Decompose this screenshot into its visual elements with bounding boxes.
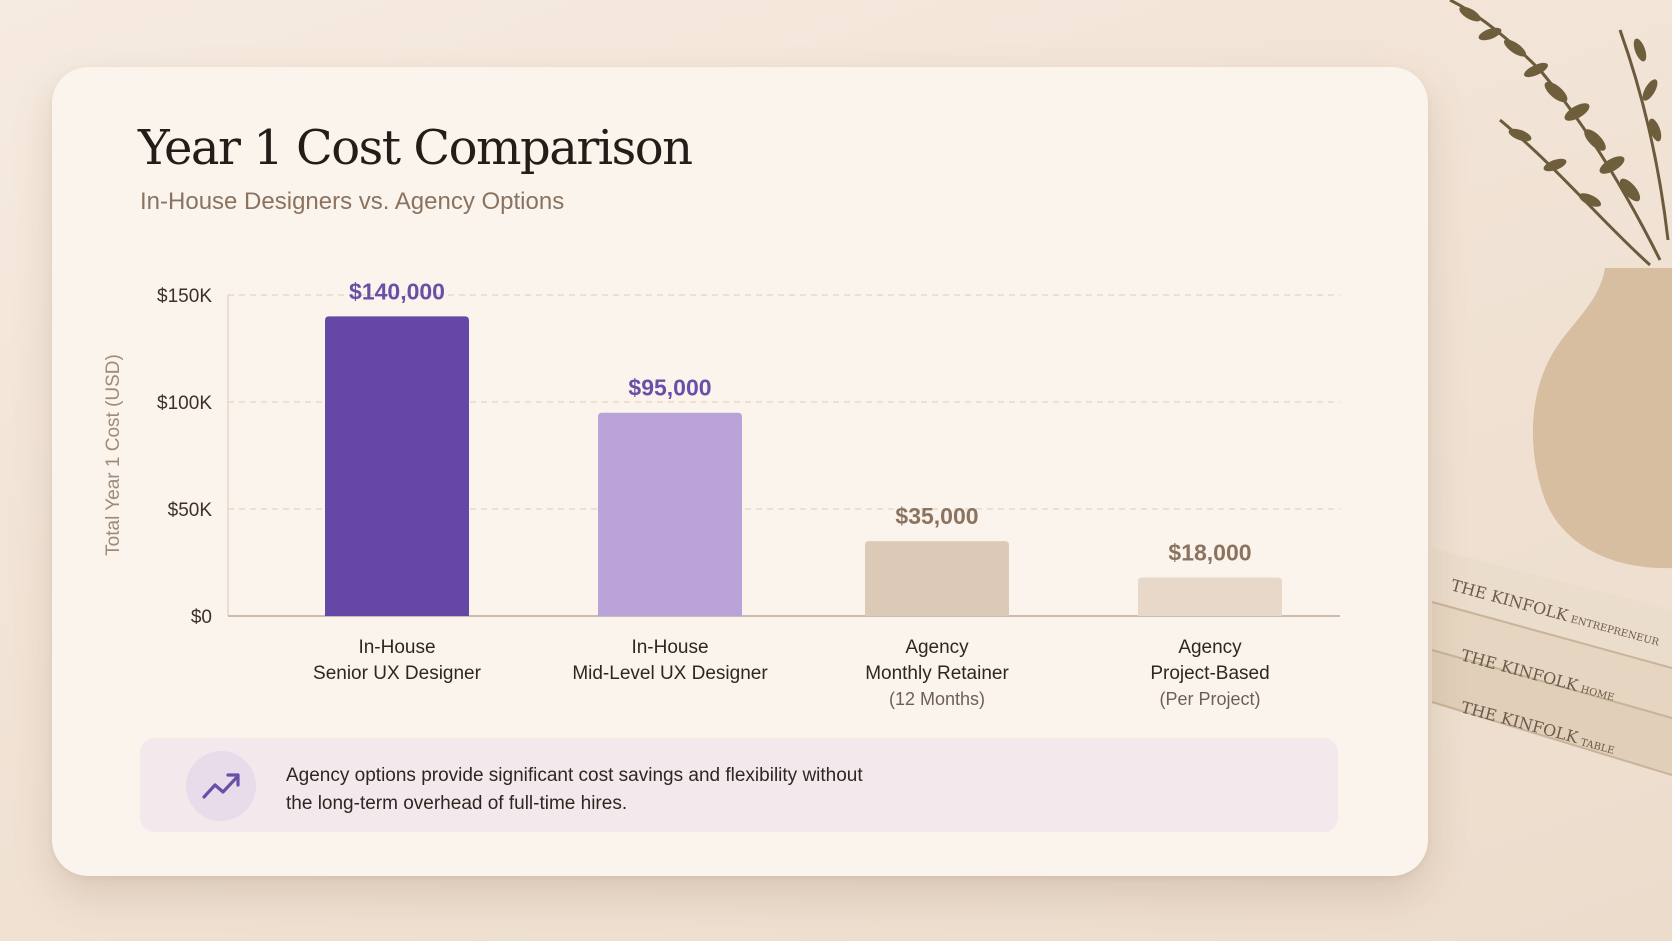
bar [598, 412, 742, 616]
bar [325, 316, 469, 616]
insight-text: Agency options provide significant cost … [286, 765, 863, 814]
data-label: $140,000 [349, 278, 445, 304]
x-tick-label: Mid-Level UX Designer [572, 663, 768, 684]
bar-chart: Total Year 1 Cost (USD) $0 $50K $100K $150K $… [103, 278, 1340, 709]
plant-leaves-image [1459, 6, 1662, 207]
slide-title: Year 1 Cost Comparison [138, 120, 693, 176]
x-tick-label: Agency [1178, 637, 1242, 658]
bar [865, 541, 1009, 616]
trending-up-icon [186, 751, 256, 821]
y-tick-label: $50K [168, 500, 213, 521]
insight-box: Agency options provide significant cost … [140, 738, 1338, 832]
x-tick-note: (12 Months) [889, 689, 985, 709]
data-label: $35,000 [895, 503, 978, 529]
slide-subtitle: In-House Designers vs. Agency Options [140, 188, 565, 215]
data-label: $95,000 [628, 375, 711, 401]
data-label: $18,000 [1168, 539, 1251, 565]
book-stack-image: THE KINFOLK ENTREPRENEUR THE KINFOLK HOM… [1431, 548, 1672, 776]
y-axis-title: Total Year 1 Cost (USD) [103, 354, 124, 556]
x-tick-label: Senior UX Designer [313, 663, 482, 684]
x-tick-label: In-House [358, 637, 435, 658]
x-tick-label: Project-Based [1150, 663, 1269, 684]
y-tick-label: $100K [157, 393, 212, 414]
vase-image [1532, 268, 1672, 569]
x-tick-label: Monthly Retainer [865, 663, 1009, 684]
x-tick-note: (Per Project) [1159, 689, 1260, 709]
x-tick-label: In-House [631, 637, 708, 658]
bar [1138, 577, 1282, 616]
x-tick-label: Agency [905, 637, 969, 658]
y-tick-label: $0 [191, 607, 212, 628]
y-tick-label: $150K [157, 286, 212, 307]
